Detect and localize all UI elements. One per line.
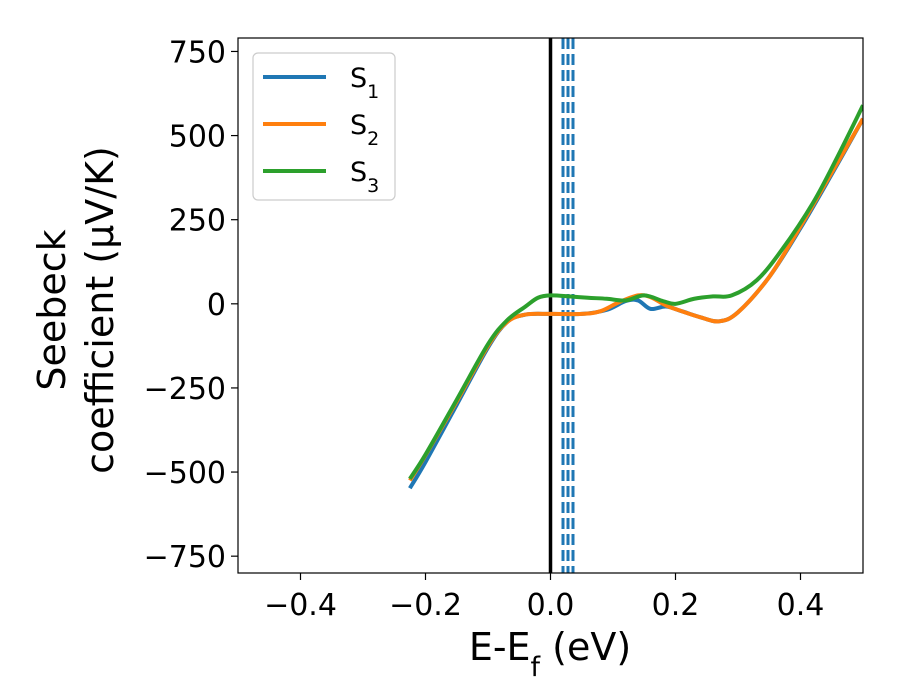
x-tick-label: 0.2 [652,588,700,623]
legend-entry-s1: S1 [263,63,379,103]
series-line-s3 [408,104,863,480]
y-tick-label: −500 [144,456,226,491]
y-axis-label-line2: coefficient (μV/K) [78,146,122,474]
x-tick-label: −0.4 [264,588,337,623]
x-tick-label: 0.0 [527,588,575,623]
y-tick-label: 250 [169,204,226,239]
legend-entry-s3: S3 [263,157,379,197]
y-tick-label: −250 [144,372,226,407]
y-tick-label: 750 [169,35,226,70]
legend-entry-s2: S2 [263,110,379,150]
legend-box [252,52,396,201]
plot-area [408,38,863,573]
x-axis-label: E-Ef (eV) [469,625,631,683]
legend: S1 S2 S3 [252,52,396,201]
y-axis-label: Seebeck coefficient (μV/K) [30,146,122,474]
x-tick-label: −0.2 [389,588,462,623]
y-tick-label: −750 [144,540,226,575]
x-tick-label: 0.4 [777,588,825,623]
reference-lines [548,38,575,573]
legend-label-s1: S1 [350,63,379,103]
y-tick-label: 0 [207,288,226,323]
y-tick-label: 500 [169,120,226,155]
series-lines [408,104,863,490]
y-axis-ticks: 750 500 250 0 −250 −500 −750 [144,35,238,575]
legend-label-s3: S3 [350,157,379,197]
x-axis-ticks: −0.4 −0.2 0.0 0.2 0.4 [264,573,824,623]
y-axis-label-line1: Seebeck [30,229,74,390]
legend-label-s2: S2 [350,110,379,150]
